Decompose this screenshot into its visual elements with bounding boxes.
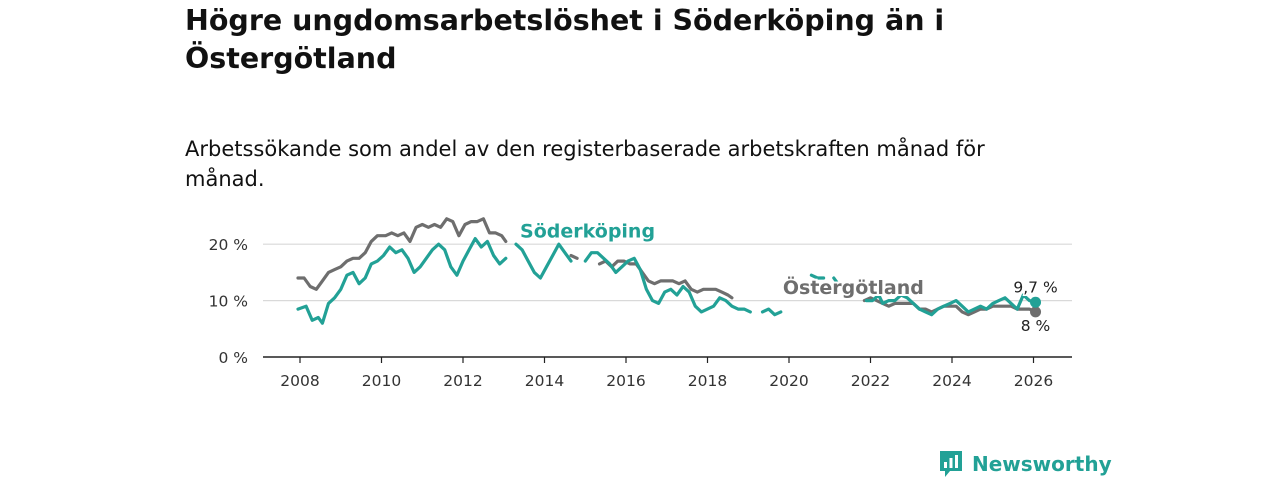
y-axis: 0 % 10 % 20 % [209, 236, 248, 367]
bar-chart-speech-bubble-icon [940, 451, 962, 477]
series-line-söderköping [514, 242, 573, 280]
end-value-label: 8 % [1021, 317, 1051, 335]
end-point-östergötland [1030, 306, 1042, 318]
end-value-label: 9,7 % [1013, 278, 1057, 296]
y-tick-label: 10 % [209, 293, 248, 311]
grid [263, 243, 1072, 302]
x-axis: 2008 2010 2012 2014 2016 2018 2020 2022 2024 2026 [263, 356, 1072, 390]
series-label: Östergötland [783, 275, 924, 299]
x-tick-label: 2010 [362, 372, 401, 390]
x-tick-label: 2026 [1014, 372, 1053, 390]
x-tick-label: 2018 [688, 372, 727, 390]
series-line-östergötland [597, 259, 734, 300]
series-line-söderköping [296, 237, 508, 325]
series-label: Söderköping [520, 220, 655, 242]
series-line-söderköping [809, 273, 826, 280]
x-tick-label: 2008 [280, 372, 319, 390]
x-tick-label: 2022 [851, 372, 890, 390]
brand-name: Newsworthy [972, 452, 1112, 476]
series-line-söderköping [583, 251, 752, 314]
series-line-söderköping [832, 276, 840, 286]
brand-logo: Newsworthy [938, 449, 1112, 479]
x-tick-label: 2016 [606, 372, 645, 390]
series-labels: Söderköping Östergötland 9,7 % 8 % [518, 218, 1059, 336]
series-line-söderköping [760, 307, 783, 317]
series-line-östergötland [569, 253, 579, 260]
series-lines [296, 217, 1042, 325]
y-tick-label: 20 % [209, 236, 248, 254]
series-line-östergötland [862, 296, 1038, 317]
x-tick-label: 2014 [525, 372, 564, 390]
end-point-söderköping [1030, 296, 1042, 308]
chart-title: Högre ungdomsarbetslöshet i Söderköping … [185, 4, 945, 75]
y-tick-label: 0 % [218, 349, 248, 367]
x-tick-label: 2024 [932, 372, 971, 390]
x-tick-label: 2012 [443, 372, 482, 390]
x-tick-label: 2020 [769, 372, 808, 390]
series-line-östergötland [296, 217, 508, 291]
chart-subtitle: Arbetssökande som andel av den registerb… [185, 137, 985, 191]
series-line-söderköping [864, 293, 1038, 317]
